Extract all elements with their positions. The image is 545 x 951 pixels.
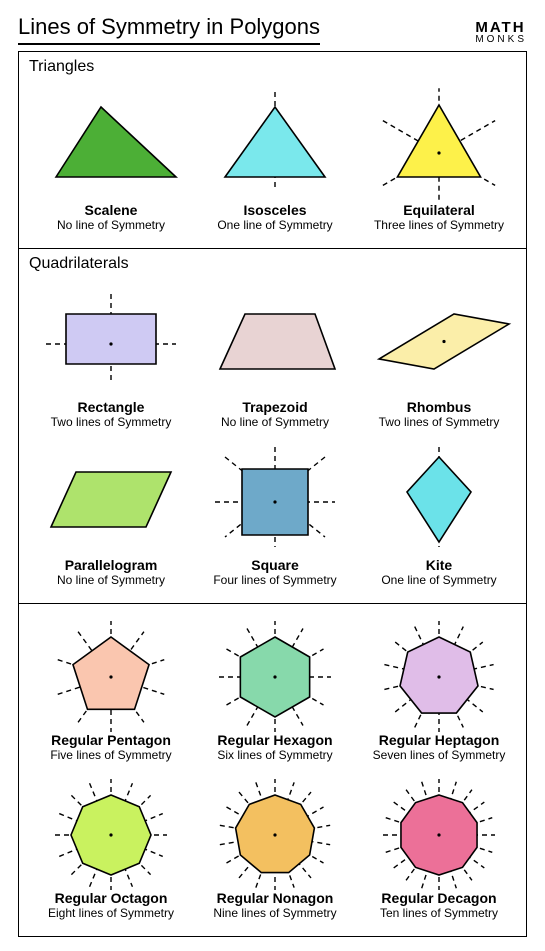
shape-equilateral: EquilateralThree lines of Symmetry [357, 80, 521, 238]
shape-trapezoid: TrapezoidNo line of Symmetry [193, 277, 357, 435]
shape-decagon: Regular DecagonTen lines of Symmetry [357, 768, 521, 926]
shape-name: Regular Hexagon [217, 732, 332, 748]
shape-rhombus: RhombusTwo lines of Symmetry [357, 277, 521, 435]
logo: MATH MONKS [475, 20, 527, 45]
shape-name: Rectangle [78, 399, 145, 415]
page-title: Lines of Symmetry in Polygons [18, 14, 320, 45]
shape-subtitle: No line of Symmetry [57, 218, 165, 232]
shape-name: Square [251, 557, 298, 573]
row: ScaleneNo line of SymmetryIsoscelesOne l… [29, 80, 516, 238]
shape-name: Scalene [85, 202, 138, 218]
shape-name: Isosceles [243, 202, 306, 218]
section-title: Triangles [29, 58, 516, 76]
shape-subtitle: Three lines of Symmetry [374, 218, 504, 232]
section-0: TrianglesScaleneNo line of SymmetryIsosc… [19, 52, 526, 249]
shape-name: Parallelogram [65, 557, 158, 573]
shape-name: Regular Octagon [55, 890, 168, 906]
shape-subtitle: Two lines of Symmetry [51, 415, 172, 429]
shape-name: Regular Pentagon [51, 732, 171, 748]
shape-subtitle: No line of Symmetry [221, 415, 329, 429]
shape-subtitle: Ten lines of Symmetry [380, 906, 498, 920]
shape-kite: KiteOne line of Symmetry [357, 435, 521, 593]
shape-subtitle: One line of Symmetry [217, 218, 332, 232]
shape-subtitle: Seven lines of Symmetry [373, 748, 506, 762]
shape-scalene: ScaleneNo line of Symmetry [29, 80, 193, 238]
row: Regular PentagonFive lines of SymmetryRe… [29, 610, 516, 768]
shape-name: Rhombus [407, 399, 472, 415]
shape-name: Regular Heptagon [379, 732, 500, 748]
shape-rectangle: RectangleTwo lines of Symmetry [29, 277, 193, 435]
shape-isosceles: IsoscelesOne line of Symmetry [193, 80, 357, 238]
shape-subtitle: Five lines of Symmetry [50, 748, 171, 762]
row: ParallelogramNo line of SymmetrySquareFo… [29, 435, 516, 593]
shape-subtitle: Four lines of Symmetry [213, 573, 336, 587]
shape-name: Equilateral [403, 202, 475, 218]
header: Lines of Symmetry in Polygons MATH MONKS [18, 14, 527, 45]
shape-octagon: Regular OctagonEight lines of Symmetry [29, 768, 193, 926]
main-panel: TrianglesScaleneNo line of SymmetryIsosc… [18, 51, 527, 937]
shape-pentagon: Regular PentagonFive lines of Symmetry [29, 610, 193, 768]
row: RectangleTwo lines of SymmetryTrapezoidN… [29, 277, 516, 435]
shape-name: Regular Nonagon [217, 890, 334, 906]
shape-name: Regular Decagon [381, 890, 496, 906]
shape-subtitle: One line of Symmetry [381, 573, 496, 587]
shape-subtitle: Nine lines of Symmetry [213, 906, 336, 920]
shape-subtitle: Six lines of Symmetry [217, 748, 332, 762]
section-title: Quadrilaterals [29, 255, 516, 273]
shape-hexagon: Regular HexagonSix lines of Symmetry [193, 610, 357, 768]
section-2: Regular PentagonFive lines of SymmetryRe… [19, 604, 526, 936]
shape-parallelogram: ParallelogramNo line of Symmetry [29, 435, 193, 593]
row: Regular OctagonEight lines of SymmetryRe… [29, 768, 516, 926]
shape-heptagon: Regular HeptagonSeven lines of Symmetry [357, 610, 521, 768]
shape-subtitle: Two lines of Symmetry [379, 415, 500, 429]
shape-subtitle: Eight lines of Symmetry [48, 906, 174, 920]
logo-top: MATH [475, 20, 527, 35]
shape-square: SquareFour lines of Symmetry [193, 435, 357, 593]
shape-name: Kite [426, 557, 452, 573]
shape-name: Trapezoid [242, 399, 307, 415]
logo-bottom: MONKS [475, 35, 527, 45]
shape-nonagon: Regular NonagonNine lines of Symmetry [193, 768, 357, 926]
section-1: QuadrilateralsRectangleTwo lines of Symm… [19, 249, 526, 604]
shape-subtitle: No line of Symmetry [57, 573, 165, 587]
